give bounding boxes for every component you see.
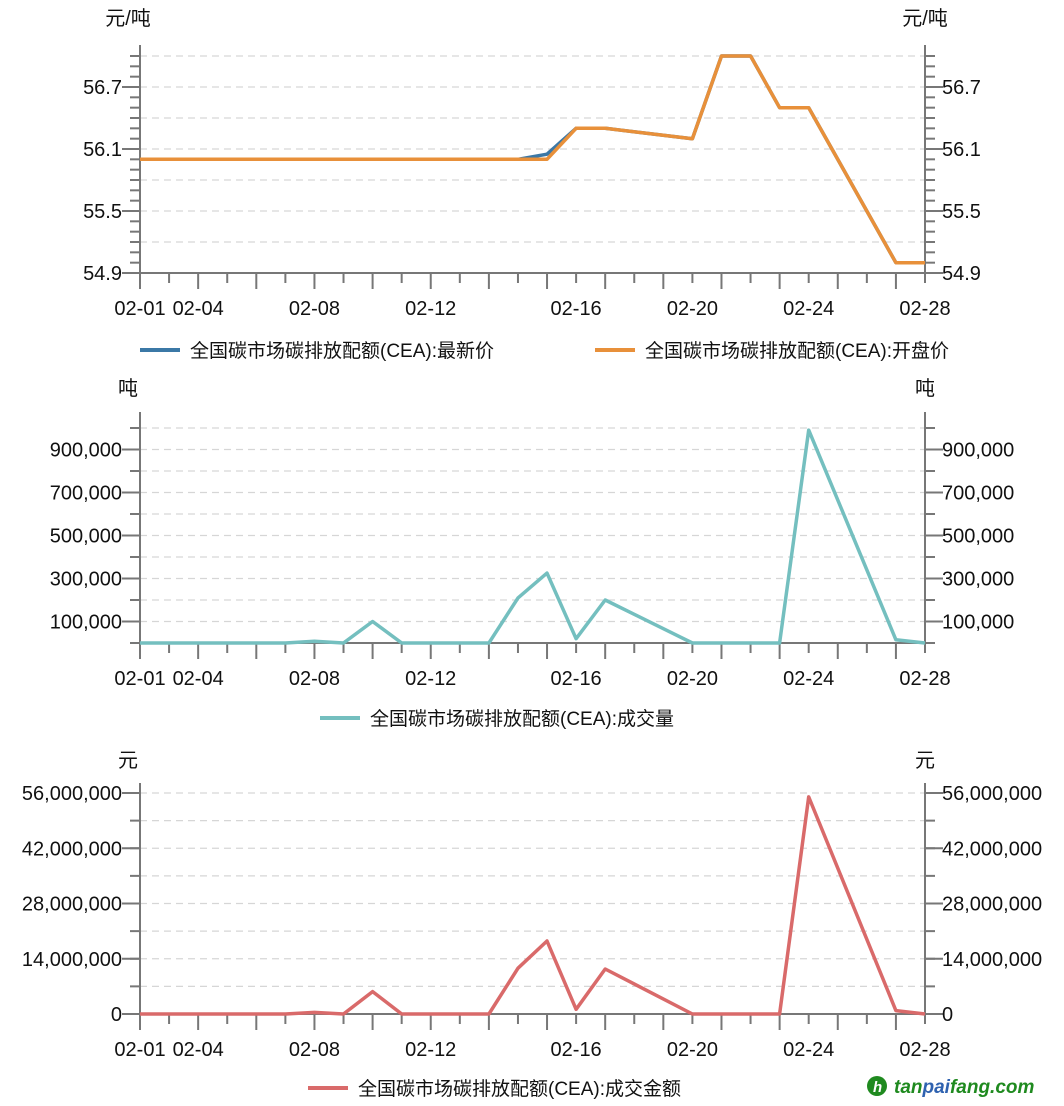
y-tick-label-left: 55.5 xyxy=(83,201,122,223)
x-tick-label: 02-12 xyxy=(405,668,456,690)
legend-item[interactable]: 全国碳市场碳排放配额(CEA):成交金额 xyxy=(308,1078,681,1100)
watermark-part: fang.com xyxy=(950,1077,1035,1098)
y-tick-label-right: 56,000,000 xyxy=(942,783,1042,805)
x-tick-label: 02-28 xyxy=(899,298,950,320)
x-tick-label: 02-01 xyxy=(114,668,165,690)
x-tick-label: 02-04 xyxy=(173,1039,224,1061)
series-line-2 xyxy=(140,54,925,265)
x-tick-label: 02-04 xyxy=(173,668,224,690)
x-tick-label: 02-24 xyxy=(783,1039,834,1061)
legend-label: 全国碳市场碳排放配额(CEA):成交金额 xyxy=(358,1078,681,1100)
x-tick-label: 02-16 xyxy=(551,298,602,320)
watermark-part: tan xyxy=(894,1077,923,1098)
legend-label: 全国碳市场碳排放配额(CEA):最新价 xyxy=(190,340,494,362)
x-tick-label: 02-12 xyxy=(405,298,456,320)
y-tick-label-right: 56.1 xyxy=(942,139,981,161)
legend-item[interactable]: 全国碳市场碳排放配额(CEA):成交量 xyxy=(320,708,674,730)
x-tick-label: 02-16 xyxy=(551,1039,602,1061)
x-tick-label: 02-28 xyxy=(899,1039,950,1061)
chart-1: 56.7 56.7 56.1 56.1 55.5 55.5 54.9 54.9 02-01 02-… xyxy=(83,7,981,362)
watermark-logo: h tanpaifang.com xyxy=(867,1076,1035,1098)
x-tick-label: 02-12 xyxy=(405,1039,456,1061)
legend-item[interactable]: 全国碳市场碳排放配额(CEA):最新价 xyxy=(140,340,494,362)
y-tick-label-right: 42,000,000 xyxy=(942,838,1042,860)
y-tick-label-left: 300,000 xyxy=(50,569,122,591)
legend-label: 全国碳市场碳排放配额(CEA):成交量 xyxy=(370,708,674,730)
series-line-1 xyxy=(140,428,926,645)
x-tick-label: 02-24 xyxy=(783,668,834,690)
watermark-part: pai xyxy=(922,1077,951,1098)
charts-group: 56.7 56.7 56.1 56.1 55.5 55.5 54.9 54.9 02-01 02-… xyxy=(22,7,1042,1100)
x-tick-label: 02-04 xyxy=(173,298,224,320)
y-tick-label-right: 56.7 xyxy=(942,77,981,99)
legend-item[interactable]: 全国碳市场碳排放配额(CEA):开盘价 xyxy=(595,340,949,362)
series-line-1 xyxy=(140,795,926,1016)
logo-glyph-icon: h xyxy=(873,1079,882,1096)
x-tick-label: 02-16 xyxy=(551,668,602,690)
x-tick-label: 02-20 xyxy=(667,298,718,320)
logo-circle-icon xyxy=(867,1076,887,1096)
x-tick-label: 02-01 xyxy=(114,298,165,320)
x-tick-label: 02-24 xyxy=(783,298,834,320)
x-tick-label: 02-28 xyxy=(899,668,950,690)
y-tick-label-right: 500,000 xyxy=(942,526,1014,548)
y-tick-label-left: 500,000 xyxy=(50,526,122,548)
x-tick-label: 02-20 xyxy=(667,668,718,690)
y-tick-label-left: 42,000,000 xyxy=(22,838,122,860)
y-unit-label-left: 元 xyxy=(118,750,138,772)
y-unit-label-right: 吨 xyxy=(915,377,935,400)
y-unit-label-left: 吨 xyxy=(118,377,138,400)
chart-3: 56,000,000 56,000,000 42,000,000 42,000,000… xyxy=(22,750,1042,1100)
y-tick-label-right: 55.5 xyxy=(942,201,981,223)
y-tick-label-left: 56,000,000 xyxy=(22,783,122,805)
y-unit-label-left: 元/吨 xyxy=(105,7,151,30)
y-tick-label-right: 0 xyxy=(942,1004,953,1026)
y-tick-label-right: 54.9 xyxy=(942,263,981,285)
y-tick-label-left: 28,000,000 xyxy=(22,894,122,916)
y-tick-label-left: 700,000 xyxy=(50,483,122,505)
chart-2: 900,000 900,000 700,000 700,000 500,000 500,0… xyxy=(50,377,1015,730)
y-tick-label-left: 56.1 xyxy=(83,139,122,161)
y-tick-label-left: 900,000 xyxy=(50,440,122,462)
x-tick-label: 02-08 xyxy=(289,1039,340,1061)
y-tick-label-left: 56.7 xyxy=(83,77,122,99)
y-tick-label-left: 54.9 xyxy=(83,263,122,285)
y-tick-label-right: 100,000 xyxy=(942,612,1014,634)
y-tick-label-right: 700,000 xyxy=(942,483,1014,505)
y-tick-label-left: 0 xyxy=(111,1004,122,1026)
y-tick-label-right: 14,000,000 xyxy=(942,949,1042,971)
y-unit-label-right: 元/吨 xyxy=(902,7,948,30)
legend-label: 全国碳市场碳排放配额(CEA):开盘价 xyxy=(645,340,949,362)
y-tick-label-right: 28,000,000 xyxy=(942,894,1042,916)
y-tick-label-right: 900,000 xyxy=(942,440,1014,462)
y-unit-label-right: 元 xyxy=(915,750,935,772)
x-tick-label: 02-08 xyxy=(289,668,340,690)
y-tick-label-right: 300,000 xyxy=(942,569,1014,591)
y-tick-label-left: 100,000 xyxy=(50,612,122,634)
x-tick-label: 02-08 xyxy=(289,298,340,320)
x-tick-label: 02-20 xyxy=(667,1039,718,1061)
y-tick-label-left: 14,000,000 xyxy=(22,949,122,971)
x-tick-label: 02-01 xyxy=(114,1039,165,1061)
watermark-text: tanpaifang.com xyxy=(894,1077,1035,1098)
